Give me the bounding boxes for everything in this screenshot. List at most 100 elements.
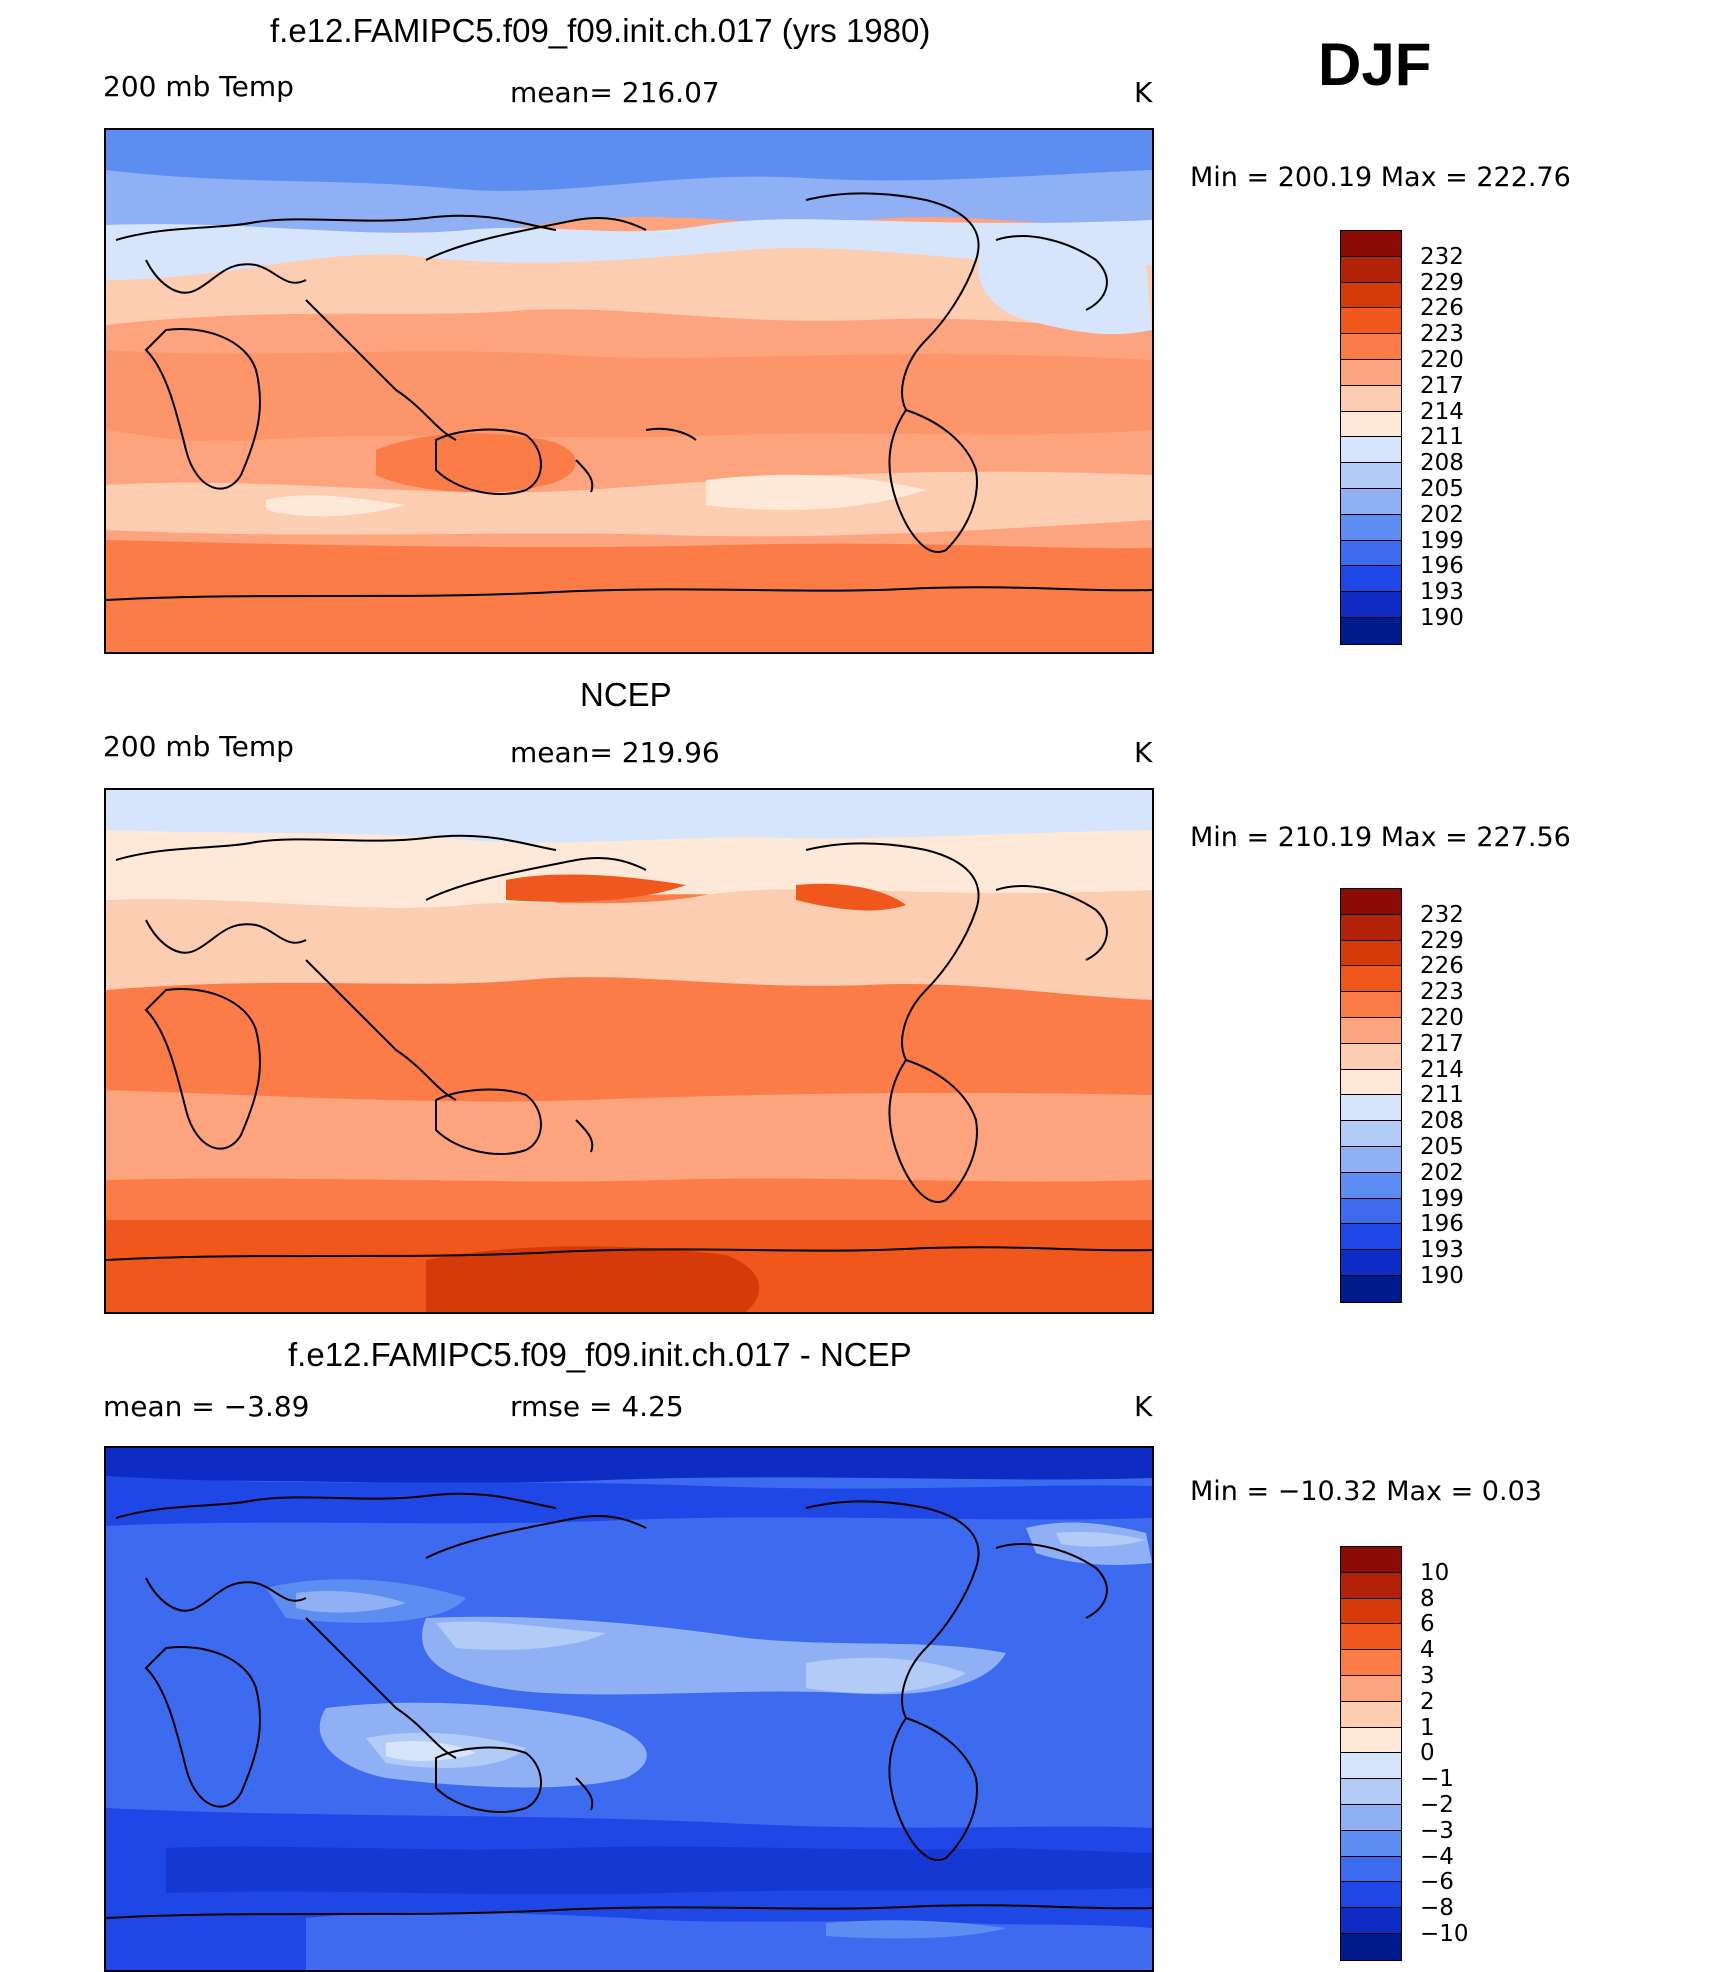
colorbar-swatch — [1340, 1726, 1402, 1755]
colorbar-tick-label: 6 — [1420, 1611, 1435, 1638]
colorbar-tick-label: 223 — [1420, 979, 1464, 1006]
panel-obs-colorbar: 232 229 226 223 220 217 214 211 208 205 202 199 196 1… — [1340, 888, 1540, 1303]
panel-obs-map — [104, 788, 1154, 1314]
colorbar-tick-label: 1 — [1420, 1714, 1435, 1741]
colorbar-tick-label: 2 — [1420, 1688, 1435, 1715]
colorbar-swatch — [1340, 591, 1402, 619]
colorbar-swatch — [1340, 230, 1402, 258]
colorbar-swatch — [1340, 255, 1402, 284]
colorbar-tick-label: 190 — [1420, 605, 1464, 631]
colorbar-swatch — [1340, 913, 1402, 942]
panel-diff-map — [104, 1446, 1154, 1972]
colorbar-swatch — [1340, 1597, 1402, 1626]
colorbar-swatch — [1340, 1700, 1402, 1729]
panel-diff-unit-label: K — [1134, 1390, 1153, 1423]
colorbar-swatch — [1340, 965, 1402, 994]
colorbar-tick-label: −1 — [1420, 1766, 1454, 1793]
colorbar-swatch — [1340, 1649, 1402, 1677]
colorbar-swatch — [1340, 488, 1402, 516]
colorbar-tick-label: 217 — [1420, 372, 1464, 399]
colorbar-swatch — [1340, 462, 1402, 490]
colorbar-tick-label: 208 — [1420, 1108, 1464, 1135]
colorbar-tick-label: 4 — [1420, 1637, 1435, 1664]
colorbar-swatch — [1340, 1042, 1402, 1071]
panel-model-contour-field — [106, 130, 1152, 652]
colorbar-swatch — [1340, 1778, 1402, 1806]
colorbar-tick-label: 208 — [1420, 450, 1464, 477]
colorbar-swatch — [1340, 513, 1402, 542]
colorbar-swatch — [1340, 1120, 1402, 1148]
colorbar-tick-label: 196 — [1420, 1211, 1464, 1238]
panel-obs-title: NCEP — [580, 676, 672, 713]
panel-obs-mean-label: mean= 219.96 — [510, 736, 720, 769]
colorbar-tick-label: 214 — [1420, 1056, 1464, 1083]
colorbar-swatch — [1340, 1249, 1402, 1277]
colorbar-tick-label: −3 — [1420, 1817, 1454, 1844]
colorbar-tick-label: 202 — [1420, 501, 1464, 528]
colorbar-tick-label: 223 — [1420, 321, 1464, 348]
colorbar-tick-label: 10 — [1420, 1559, 1450, 1586]
colorbar-swatch — [1340, 1017, 1402, 1045]
colorbar-swatch — [1340, 1571, 1402, 1600]
colorbar-tick-label: 3 — [1420, 1663, 1435, 1689]
colorbar-swatch — [1340, 939, 1402, 968]
colorbar-tick-label: 199 — [1420, 527, 1464, 554]
colorbar-tick-label: 199 — [1420, 1185, 1464, 1212]
panel-diff-rmse-label: rmse = 4.25 — [510, 1390, 684, 1423]
panel-diff-mean-label: mean = −3.89 — [103, 1390, 310, 1423]
panel-model-colorbar: 232 229 226 223 220 217 214 211 208 205 202 199 196 1… — [1340, 230, 1540, 645]
colorbar-swatch — [1340, 1907, 1402, 1935]
colorbar-swatch — [1340, 991, 1402, 1019]
colorbar-swatch — [1340, 333, 1402, 361]
colorbar-tick-label: 220 — [1420, 347, 1464, 373]
panel-diff-contour-field — [106, 1448, 1152, 1970]
colorbar-swatch — [1340, 1146, 1402, 1174]
colorbar-tick-label: 196 — [1420, 553, 1464, 580]
colorbar-swatch — [1340, 384, 1402, 413]
colorbar-swatch — [1340, 1933, 1402, 1961]
colorbar-swatch — [1340, 1171, 1402, 1200]
colorbar-tick-label: −8 — [1420, 1895, 1454, 1922]
colorbar-tick-label: 205 — [1420, 476, 1464, 502]
colorbar-tick-label: 232 — [1420, 901, 1464, 928]
colorbar-swatch — [1340, 307, 1402, 336]
panel-model-minmax: Min = 200.19 Max = 222.76 — [1190, 162, 1571, 193]
panel-obs-contour-field — [106, 790, 1152, 1312]
colorbar-swatch — [1340, 281, 1402, 310]
colorbar-tick-label: 193 — [1420, 579, 1464, 606]
colorbar-swatch — [1340, 359, 1402, 387]
panel-obs-minmax: Min = 210.19 Max = 227.56 — [1190, 822, 1571, 853]
colorbar-tick-label: 217 — [1420, 1030, 1464, 1057]
colorbar-tick-label: 190 — [1420, 1263, 1464, 1289]
colorbar-swatch — [1340, 1546, 1402, 1574]
colorbar-swatch — [1340, 539, 1402, 568]
colorbar-tick-label: 229 — [1420, 927, 1464, 954]
colorbar-tick-label: 229 — [1420, 269, 1464, 296]
colorbar-tick-label: 205 — [1420, 1134, 1464, 1160]
colorbar-tick-label: −10 — [1420, 1921, 1469, 1947]
colorbar-tick-label: −6 — [1420, 1869, 1454, 1896]
colorbar-swatch — [1340, 1804, 1402, 1832]
colorbar-swatch — [1340, 888, 1402, 916]
panel-model-variable-label: 200 mb Temp — [103, 70, 294, 103]
colorbar-swatch — [1340, 1068, 1402, 1097]
panel-obs-variable-label: 200 mb Temp — [103, 730, 294, 763]
panel-diff-title: f.e12.FAMIPC5.f09_f09.init.ch.017 - NCEP — [288, 1336, 912, 1373]
colorbar-tick-label: 226 — [1420, 953, 1464, 980]
colorbar-tick-label: 8 — [1420, 1585, 1435, 1612]
colorbar-tick-label: 202 — [1420, 1159, 1464, 1186]
colorbar-tick-label: 193 — [1420, 1237, 1464, 1264]
panel-model-title: f.e12.FAMIPC5.f09_f09.init.ch.017 (yrs 1… — [270, 12, 931, 49]
colorbar-swatch — [1340, 410, 1402, 439]
colorbar-swatch — [1340, 1197, 1402, 1226]
panel-diff-colorbar: 10 8 6 4 3 2 1 0 −1 −2 −3 −4 −6 −8 −10 — [1340, 1546, 1540, 1961]
panel-model-mean-label: mean= 216.07 — [510, 76, 720, 109]
colorbar-tick-label: 0 — [1420, 1740, 1435, 1767]
colorbar-tick-label: 232 — [1420, 243, 1464, 270]
colorbar-swatch — [1340, 1675, 1402, 1703]
colorbar-tick-label: 211 — [1420, 1082, 1464, 1109]
colorbar-tick-label: 214 — [1420, 398, 1464, 425]
colorbar-tick-label: −4 — [1420, 1843, 1454, 1870]
colorbar-swatch — [1340, 565, 1402, 594]
colorbar-swatch — [1340, 1752, 1402, 1781]
